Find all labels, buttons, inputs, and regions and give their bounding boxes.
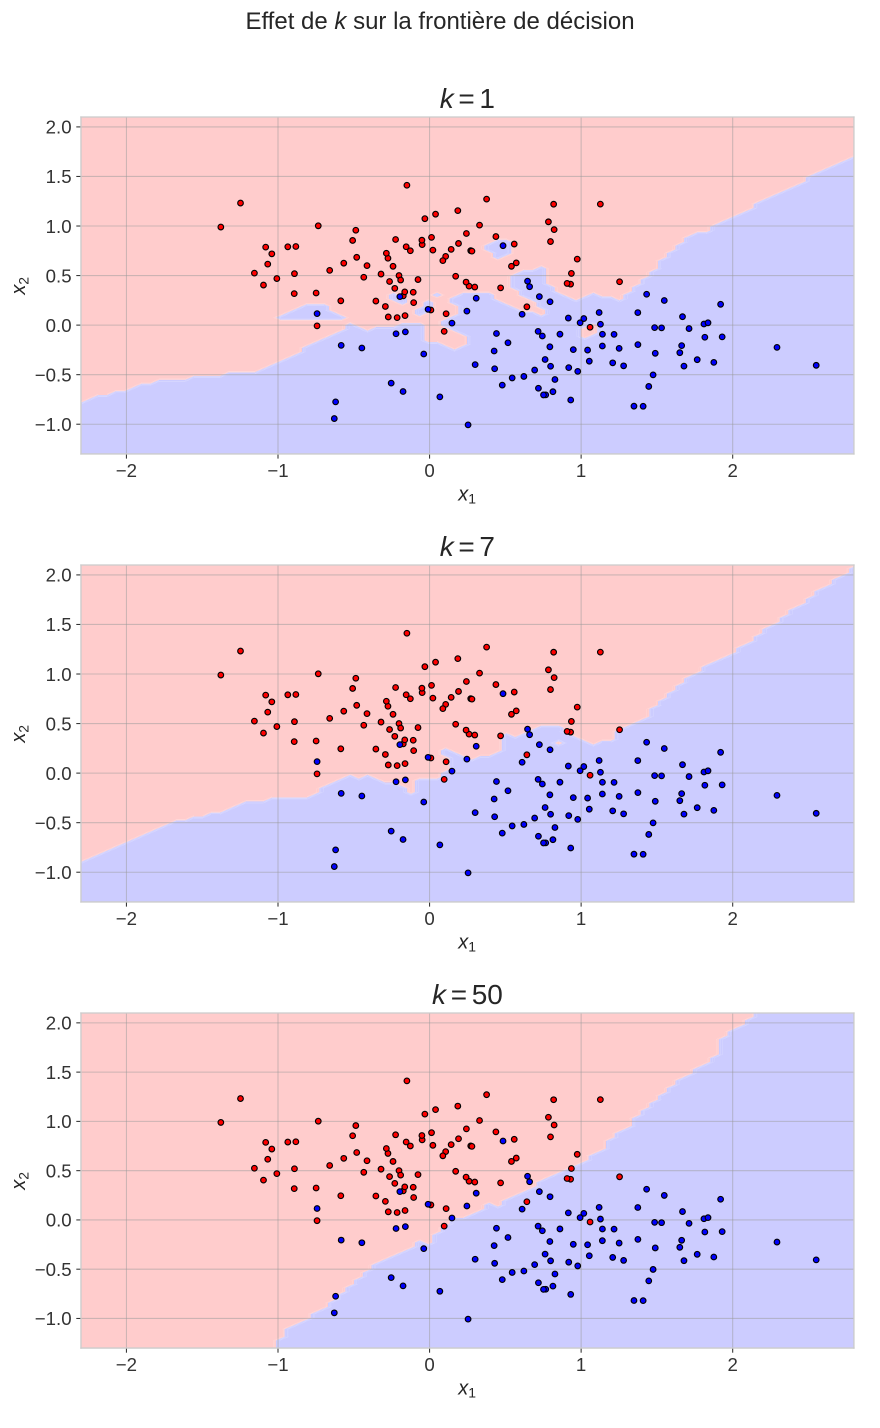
svg-text:x 2: x 2 — [6, 277, 31, 296]
svg-text:2: 2 — [727, 460, 737, 481]
svg-text:−1: −1 — [267, 908, 288, 929]
svg-text:−1.0: −1.0 — [35, 414, 72, 435]
svg-text:−2: −2 — [116, 908, 137, 929]
svg-text:0: 0 — [424, 460, 434, 481]
svg-text:0.5: 0.5 — [46, 265, 72, 286]
svg-text:x 2: x 2 — [6, 1172, 31, 1191]
svg-text:2.0: 2.0 — [46, 1013, 72, 1034]
svg-text:−1: −1 — [267, 1354, 288, 1375]
svg-text:1.5: 1.5 — [46, 614, 72, 635]
svg-text:−1.0: −1.0 — [35, 862, 72, 883]
svg-text:1.5: 1.5 — [46, 166, 72, 187]
svg-text:1.0: 1.0 — [46, 664, 72, 685]
svg-text:2.0: 2.0 — [46, 565, 72, 586]
svg-text:0.0: 0.0 — [46, 763, 72, 784]
svg-text:1: 1 — [576, 908, 586, 929]
svg-text:1.0: 1.0 — [46, 216, 72, 237]
svg-text:2.0: 2.0 — [46, 117, 72, 138]
svg-text:x 1: x 1 — [457, 481, 476, 506]
svg-text:0.0: 0.0 — [46, 1210, 72, 1231]
svg-text:−0.5: −0.5 — [35, 364, 72, 385]
svg-text:1.0: 1.0 — [46, 1111, 72, 1132]
svg-text:0.0: 0.0 — [46, 315, 72, 336]
svg-text:−0.5: −0.5 — [35, 812, 72, 833]
svg-text:1.5: 1.5 — [46, 1062, 72, 1083]
svg-text:x 1: x 1 — [457, 1375, 476, 1400]
svg-text:2: 2 — [727, 908, 737, 929]
svg-text:−2: −2 — [116, 1354, 137, 1375]
svg-text:−0.5: −0.5 — [35, 1259, 72, 1280]
svg-text:−1: −1 — [267, 460, 288, 481]
svg-text:−1.0: −1.0 — [35, 1308, 72, 1329]
svg-text:0: 0 — [424, 908, 434, 929]
svg-text:0: 0 — [424, 1354, 434, 1375]
svg-text:1: 1 — [576, 1354, 586, 1375]
svg-text:x 1: x 1 — [457, 929, 476, 954]
svg-text:2: 2 — [727, 1354, 737, 1375]
svg-text:k = 1: k = 1 — [440, 83, 495, 114]
svg-text:−2: −2 — [116, 460, 137, 481]
svg-text:x 2: x 2 — [6, 725, 31, 744]
svg-text:1: 1 — [576, 460, 586, 481]
svg-text:k = 7: k = 7 — [440, 531, 495, 562]
svg-text:0.5: 0.5 — [46, 713, 72, 734]
svg-text:0.5: 0.5 — [46, 1160, 72, 1181]
